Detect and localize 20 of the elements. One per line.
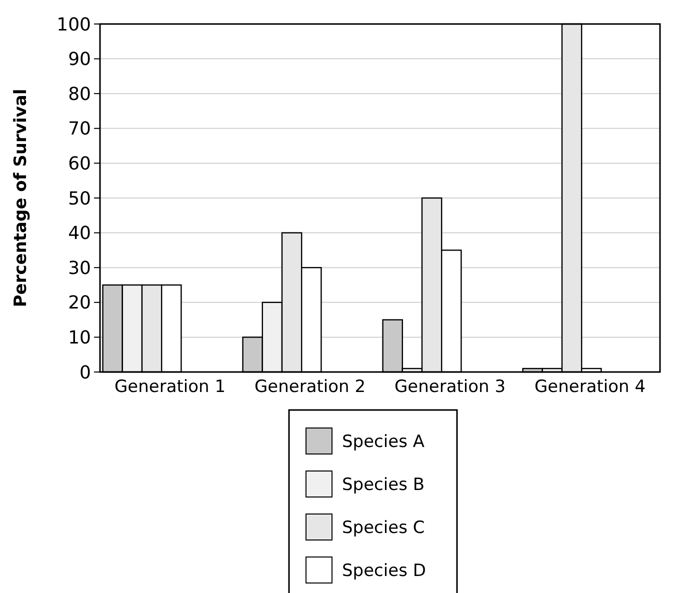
y-tick-label: 40 [68, 223, 91, 244]
y-axis-title: Percentage of Survival [11, 88, 31, 308]
y-tick-label: 100 [56, 14, 91, 36]
y-tick-label: 70 [68, 118, 91, 140]
legend-label: Species B [342, 474, 424, 495]
y-tick-label: 90 [68, 49, 91, 70]
legend-label: Species A [342, 432, 425, 452]
y-tick-label: 60 [68, 154, 91, 174]
x-tick-label: Generation 1 [114, 377, 226, 397]
y-tick-label: 20 [68, 292, 91, 314]
y-tick-label: 0 [80, 362, 91, 384]
x-tick-label: Generation 4 [534, 377, 646, 397]
x-tick-label: Generation 3 [394, 377, 506, 397]
y-tick-label: 30 [68, 258, 91, 279]
y-tick-label: 80 [68, 84, 91, 105]
y-tick-label: 50 [68, 188, 91, 210]
legend-label: Species C [342, 518, 425, 538]
legend-label: Species D [342, 560, 426, 581]
y-tick-label: 10 [68, 328, 91, 348]
x-tick-label: Generation 2 [254, 377, 366, 397]
